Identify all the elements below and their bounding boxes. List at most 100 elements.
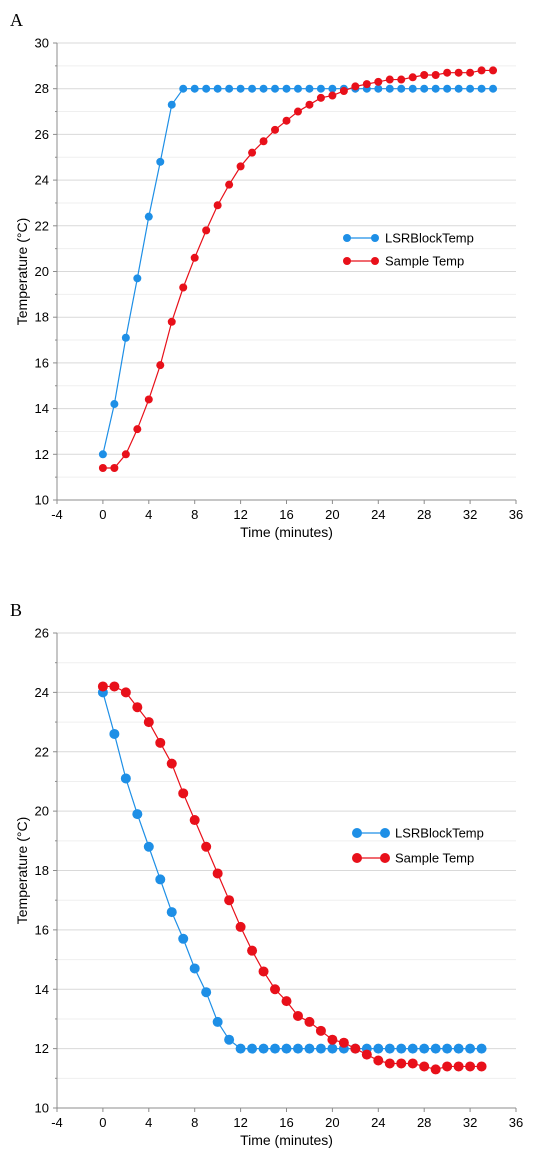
sample-temp-data-point <box>420 70 429 79</box>
lsrblocktemp-data-point <box>166 907 177 918</box>
sample-temp-data-point <box>373 1055 384 1066</box>
sample-temp-data-point <box>361 1049 372 1060</box>
lsrblocktemp-data-point <box>374 84 383 93</box>
sample-temp-data-point <box>236 162 245 171</box>
lsrblocktemp-data-point <box>443 84 452 93</box>
sample-temp-data-point <box>155 737 166 748</box>
sample-temp-data-point <box>476 1061 487 1072</box>
lsrblocktemp-data-point <box>477 84 486 93</box>
lsrblocktemp-data-point <box>281 1043 292 1054</box>
lsrblocktemp-data-point <box>189 963 200 974</box>
chart-panel-b: B 10 12 14 16 18 20 22 24 26 -4 0 4 8 12 16 20 24 28 32 36 T… <box>0 590 550 1171</box>
y-tick-label: 30 <box>35 36 49 51</box>
y-tick-label: 16 <box>35 922 49 937</box>
lsrblocktemp-data-point <box>385 84 394 93</box>
lsrblocktemp-data-point <box>121 333 130 342</box>
x-tick-label: 24 <box>371 507 385 522</box>
lsrblocktemp-data-point <box>419 1043 430 1054</box>
legend-marker-lsrblocktemp <box>343 234 351 242</box>
lsrblocktemp-data-point <box>476 1043 487 1054</box>
lsrblocktemp-data-point <box>420 84 429 93</box>
sample-temp-data-point <box>132 702 143 713</box>
sample-temp-data-point <box>477 66 486 75</box>
sample-temp-data-point <box>190 253 199 262</box>
lsrblocktemp-data-point <box>271 84 280 93</box>
x-tick-label: 16 <box>279 507 293 522</box>
y-tick-label: 12 <box>35 447 49 462</box>
sample-temp-data-point <box>271 125 280 134</box>
lsrblocktemp-data-point <box>328 84 337 93</box>
x-tick-label: 0 <box>99 1115 106 1130</box>
panel-label: A <box>10 10 23 30</box>
x-tick-label: 4 <box>145 1115 152 1130</box>
legend-marker-lsrblocktemp <box>371 234 379 242</box>
y-axis-title: Temperature (°C) <box>14 218 30 326</box>
legend-marker-lsrblocktemp <box>380 828 390 838</box>
lsrblocktemp-data-point <box>396 1043 407 1054</box>
sample-temp-data-point <box>442 1061 453 1072</box>
sample-temp-data-point <box>98 464 107 473</box>
sample-temp-data-point <box>384 1058 395 1069</box>
sample-temp-data-point <box>465 1061 476 1072</box>
x-tick-label: 24 <box>371 1115 385 1130</box>
sample-temp-data-point <box>339 86 348 95</box>
sample-temp-data-point <box>304 1016 315 1027</box>
sample-temp-data-point <box>293 107 302 116</box>
sample-temp-data-point <box>338 1037 349 1048</box>
y-tick-label: 18 <box>35 310 49 325</box>
sample-temp-data-point <box>385 75 394 84</box>
lsrblocktemp-data-point <box>430 1043 441 1054</box>
x-tick-label: 12 <box>233 507 247 522</box>
lsrblocktemp-data-point <box>235 1043 246 1054</box>
y-tick-label: 12 <box>35 1041 49 1056</box>
legend-marker-sample-temp <box>343 257 351 265</box>
sample-temp-data-point <box>270 984 281 995</box>
line-chart-b: 10 12 14 16 18 20 22 24 26 -4 0 4 8 12 16 20 24 28 32 36 Tim… <box>14 626 523 1149</box>
lsrblocktemp-data-point <box>178 933 189 944</box>
sample-temp-data-point <box>235 921 246 932</box>
sample-temp-data-point <box>144 395 153 404</box>
lsrblocktemp-data-point <box>466 84 475 93</box>
sample-temp-data-point <box>166 758 177 769</box>
sample-temp-data-point <box>419 1061 430 1072</box>
y-tick-label: 18 <box>35 863 49 878</box>
lsrblocktemp-data-point <box>144 212 153 221</box>
lsrblocktemp-data-point <box>315 1043 326 1054</box>
lsrblocktemp-data-point <box>179 84 188 93</box>
lsrblocktemp-data-point <box>305 84 314 93</box>
sample-temp-data-point <box>212 868 223 879</box>
lsrblocktemp-series-line <box>102 692 482 1050</box>
y-tick-label: 22 <box>35 744 49 759</box>
y-tick-label: 28 <box>35 81 49 96</box>
y-tick-label: 14 <box>35 401 49 416</box>
sample-temp-data-point <box>121 450 130 459</box>
legend-marker-lsrblocktemp <box>352 828 362 838</box>
y-tick-label: 10 <box>35 1101 49 1116</box>
lsrblocktemp-data-point <box>133 274 142 283</box>
sample-temp-data-point <box>396 1058 407 1069</box>
sample-temp-data-point <box>247 945 258 956</box>
y-tick-label: 10 <box>35 493 49 508</box>
sample-temp-data-point <box>431 70 440 79</box>
sample-temp-data-point <box>407 1058 418 1069</box>
panel-label: B <box>10 600 23 620</box>
legend-label-lsrblocktemp: LSRBlockTemp <box>385 231 474 246</box>
lsrblocktemp-data-point <box>282 84 291 93</box>
x-tick-label: 8 <box>191 1115 198 1130</box>
x-tick-label: 32 <box>463 507 477 522</box>
sample-temp-data-point <box>179 283 188 292</box>
sample-temp-data-point <box>110 464 119 473</box>
lsrblocktemp-data-point <box>408 84 417 93</box>
lsrblocktemp-data-point <box>213 84 222 93</box>
lsrblocktemp-data-point <box>327 1043 338 1054</box>
lsrblocktemp-data-point <box>156 157 165 166</box>
line-chart-a: 10 12 14 16 18 20 22 24 26 28 30 -4 0 4 8 12 16 20 24 28 32 3… <box>14 36 523 541</box>
x-tick-label: 32 <box>463 1115 477 1130</box>
lsrblocktemp-data-point <box>132 809 143 820</box>
sample-temp-data-point <box>362 80 371 89</box>
y-tick-label: 14 <box>35 982 49 997</box>
sample-temp-data-point <box>315 1025 326 1036</box>
sample-temp-data-point <box>178 788 189 799</box>
y-tick-label: 22 <box>35 218 49 233</box>
lsrblocktemp-data-point <box>236 84 245 93</box>
